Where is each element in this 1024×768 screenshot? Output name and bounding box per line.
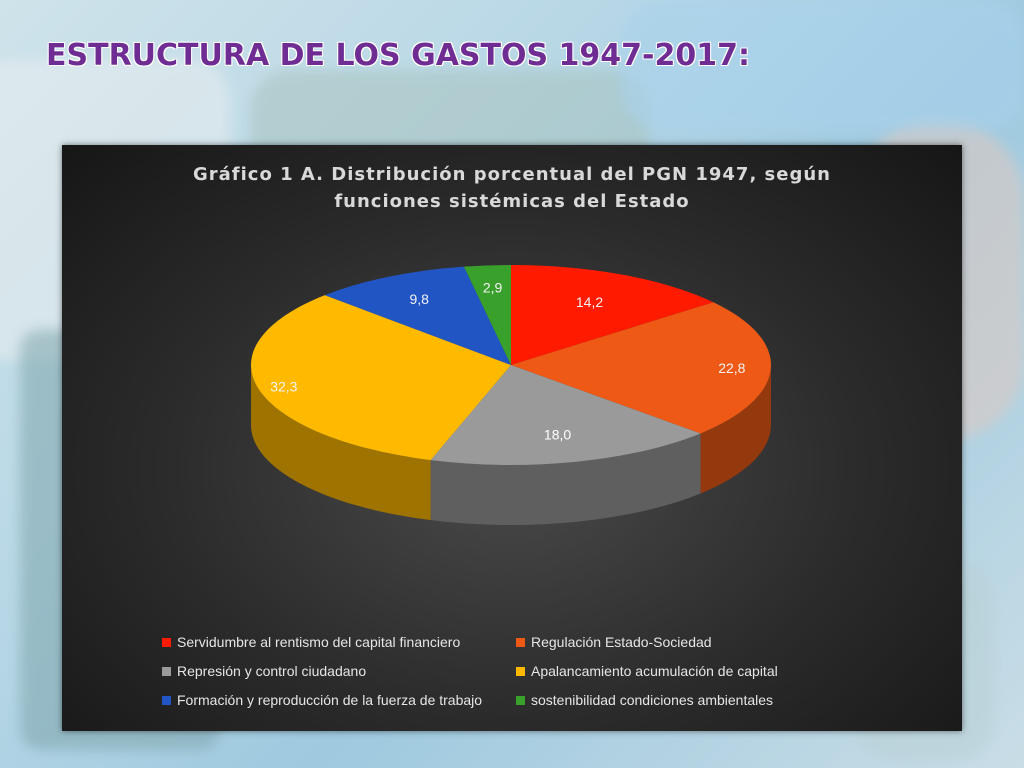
- legend-swatch: [516, 666, 525, 676]
- legend-label: Represión y control ciudadano: [177, 663, 367, 679]
- chart-title: Gráfico 1 A. Distribución porcentual del…: [62, 161, 962, 215]
- legend-swatch: [516, 695, 525, 705]
- pie-slice: [511, 302, 771, 434]
- pie-slice-value-label: 9,8: [409, 291, 429, 307]
- legend-item: sostenibilidad condiciones ambientales: [516, 692, 876, 708]
- background-sky-blur: [620, 0, 1024, 130]
- pie-slice: [511, 265, 714, 365]
- pie-slice-value-label: 22,8: [718, 360, 745, 376]
- pie-slice: [250, 295, 511, 461]
- pie-slice: [324, 266, 511, 365]
- legend-label: Apalancamiento acumulación de capital: [531, 663, 778, 679]
- legend-label: sostenibilidad condiciones ambientales: [531, 692, 774, 708]
- legend-item: Formación y reproducción de la fuerza de…: [162, 692, 516, 708]
- legend-swatch: [162, 666, 171, 676]
- pie-side-walls: [251, 365, 771, 525]
- legend-item: Servidumbre al rentismo del capital fina…: [162, 634, 516, 650]
- legend-swatch: [162, 637, 171, 647]
- pie-slice-value-label: 2,9: [483, 279, 503, 295]
- pie-slice-side: [700, 365, 771, 494]
- legend-swatch: [516, 637, 525, 647]
- chart-legend: Servidumbre al rentismo del capital fina…: [162, 634, 882, 708]
- chart-title-line-1: Gráfico 1 A. Distribución porcentual del…: [192, 164, 831, 185]
- pie-slice-value-label: 32,3: [270, 379, 297, 395]
- chart-panel: Gráfico 1 A. Distribución porcentual del…: [62, 145, 962, 731]
- pie-slice: [463, 265, 511, 365]
- pie-slice-side: [251, 365, 431, 521]
- pie-chart: 14,2 22,8 18,0 32,3 9,8 2,9: [250, 265, 771, 525]
- legend-label: Regulación Estado-Sociedad: [531, 634, 712, 650]
- legend-label: Servidumbre al rentismo del capital fina…: [177, 634, 461, 650]
- legend-label: Formación y reproducción de la fuerza de…: [177, 692, 483, 708]
- pie-slice: [430, 365, 701, 466]
- pie-slice-value-label: 18,0: [544, 427, 571, 443]
- slide-title: ESTRUCTURA DE LOS GASTOS 1947-2017:: [46, 38, 750, 73]
- chart-title-line-2: funciones sistémicas del Estado: [334, 191, 690, 212]
- pie-slice-side: [430, 433, 701, 525]
- pie-slice-value-label: 14,2: [576, 294, 603, 310]
- legend-item: Apalancamiento acumulación de capital: [516, 663, 876, 679]
- legend-item: Represión y control ciudadano: [162, 663, 516, 679]
- legend-swatch: [162, 695, 171, 705]
- legend-item: Regulación Estado-Sociedad: [516, 634, 876, 650]
